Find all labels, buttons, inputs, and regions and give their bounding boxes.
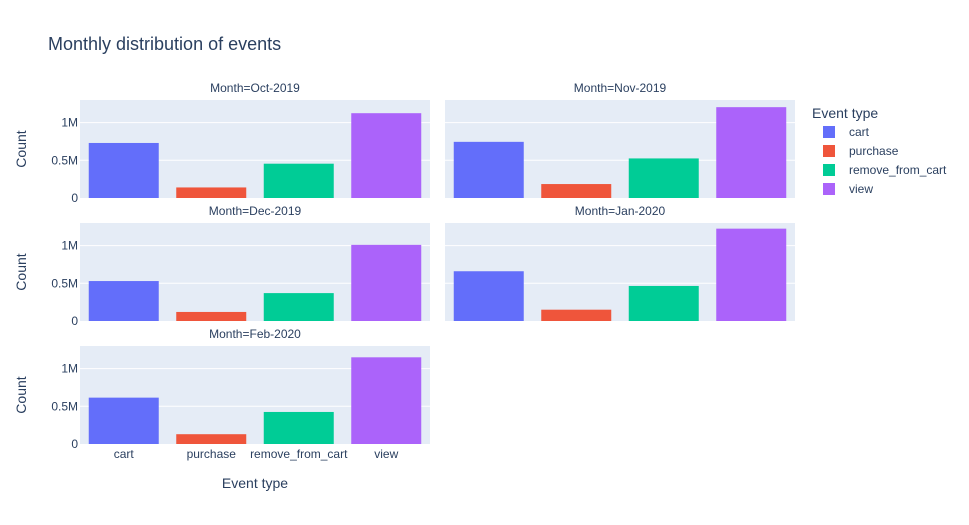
x-tick-label: purchase: [187, 447, 237, 461]
bar-purchase: [541, 184, 612, 198]
bar-view: [716, 107, 787, 198]
bar-cart: [88, 142, 159, 198]
legend: Event type cart purchase remove_from_cartv…: [812, 105, 947, 196]
bar-cart: [453, 271, 524, 321]
facet-panel-month-oct-2019: Month=Oct-2019 0 0.5M 1M Count: [13, 81, 430, 205]
y-tick-label: 0: [71, 437, 78, 451]
bar-remove-from-cart: [628, 285, 699, 321]
y-tick-label: 0.5M: [51, 276, 78, 290]
facet-title: Month=Nov-2019: [574, 81, 667, 95]
bar-remove-from-cart: [263, 293, 334, 321]
legend-label: view: [849, 182, 873, 196]
y-tick-label: 0.5M: [51, 153, 78, 167]
y-tick-label: 0.5M: [51, 399, 78, 413]
y-tick-label: 1M: [61, 239, 78, 253]
y-tick-label: 0: [71, 314, 78, 328]
legend-item-cart[interactable]: cart: [823, 125, 870, 139]
legend-item-purchase[interactable]: purchase: [823, 144, 899, 158]
legend-title: Event type: [812, 105, 878, 121]
facet-panel-month-dec-2019: Month=Dec-2019 0 0.5M 1M Count: [13, 204, 430, 328]
facet-panel-month-jan-2020: Month=Jan-2020: [445, 204, 795, 321]
legend-label: purchase: [849, 144, 899, 158]
legend-label: remove_from_cart: [849, 163, 947, 177]
x-tick-label: cart: [114, 447, 135, 461]
bar-purchase: [176, 311, 247, 321]
facet-title: Month=Oct-2019: [210, 81, 300, 95]
bar-remove-from-cart: [263, 411, 334, 444]
facet-panel-month-nov-2019: Month=Nov-2019: [445, 81, 795, 198]
legend-item-view[interactable]: view: [823, 182, 873, 196]
x-tick-label: view: [374, 447, 398, 461]
legend-swatch: [823, 145, 835, 157]
y-axis-title: Count: [13, 130, 29, 167]
bar-view: [351, 244, 422, 321]
y-tick-label: 1M: [61, 362, 78, 376]
x-axis-title: Event type: [222, 475, 288, 491]
bar-purchase: [176, 187, 247, 198]
legend-swatch: [823, 126, 835, 138]
y-axis-title: Count: [13, 376, 29, 413]
legend-item-remove-from-cart[interactable]: remove_from_cart: [823, 163, 947, 177]
facet-title: Month=Jan-2020: [575, 204, 666, 218]
y-axis-title: Count: [13, 253, 29, 290]
bar-view: [351, 113, 422, 198]
chart-title: Monthly distribution of events: [48, 34, 281, 54]
bar-cart: [88, 281, 159, 321]
facet-title: Month=Dec-2019: [209, 204, 302, 218]
bar-remove-from-cart: [628, 158, 699, 198]
bar-remove-from-cart: [263, 163, 334, 198]
bar-cart: [88, 397, 159, 444]
legend-label: cart: [849, 125, 870, 139]
bar-purchase: [176, 434, 247, 444]
y-tick-label: 0: [71, 191, 78, 205]
x-tick-label: remove_from_cart: [250, 447, 348, 461]
bar-view: [716, 228, 787, 321]
bar-purchase: [541, 309, 612, 321]
bar-view: [351, 357, 422, 444]
facet-title: Month=Feb-2020: [209, 327, 301, 341]
facet-panels: Month=Oct-2019 0 0.5M 1M Count Month=Nov-2019…: [13, 81, 795, 461]
y-tick-label: 1M: [61, 116, 78, 130]
facet-panel-month-feb-2020: Month=Feb-2020 0 0.5M 1M Count cart purchase re…: [13, 327, 430, 461]
legend-swatch: [823, 164, 835, 176]
legend-swatch: [823, 183, 835, 195]
bar-cart: [453, 141, 524, 198]
